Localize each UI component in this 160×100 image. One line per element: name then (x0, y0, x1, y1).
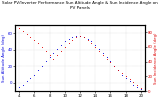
Point (109, 60, 112, 62)
Point (56, 48, 58, 50)
Point (102, 52, 104, 54)
Point (90, 42, 93, 44)
Text: Solar PV/Inverter Performance Sun Altitude Angle & Sun Incidence Angle on PV Pan: Solar PV/Inverter Performance Sun Altitu… (2, 1, 158, 10)
Point (132, 82, 135, 83)
Point (22, 84, 24, 85)
Point (33, 74, 36, 75)
Point (98, 50, 100, 52)
Point (44, 50, 47, 52)
Point (121, 74, 123, 75)
Point (94, 46, 96, 48)
Point (94, 44, 96, 46)
Point (79, 35, 81, 37)
Point (102, 54, 104, 56)
Point (29, 36, 32, 37)
Point (113, 65, 116, 67)
Point (52, 58, 55, 60)
Point (18, 86, 20, 88)
Point (105, 56, 108, 58)
Point (67, 42, 70, 44)
Point (75, 36, 77, 37)
Point (41, 65, 43, 67)
Point (29, 77, 32, 79)
Point (121, 73, 123, 74)
Point (109, 62, 112, 63)
Point (37, 70, 39, 71)
Point (132, 84, 135, 85)
Point (64, 41, 66, 42)
Point (22, 30, 24, 32)
Point (136, 84, 138, 86)
Point (140, 89, 142, 90)
Y-axis label: Sun Altitude Angle (deg): Sun Altitude Angle (deg) (2, 34, 6, 82)
Point (71, 36, 74, 38)
Point (128, 78, 131, 80)
Point (124, 76, 127, 77)
Point (83, 36, 85, 37)
Point (105, 58, 108, 60)
Point (117, 70, 119, 71)
Point (56, 54, 58, 56)
Point (60, 44, 62, 46)
Point (52, 52, 55, 54)
Point (98, 48, 100, 50)
Point (48, 54, 51, 56)
Point (86, 39, 89, 40)
Point (60, 50, 62, 52)
Point (25, 80, 28, 82)
Point (37, 42, 39, 44)
Point (128, 80, 131, 82)
Point (67, 38, 70, 40)
Point (48, 56, 51, 58)
Point (86, 38, 89, 40)
Point (79, 36, 81, 37)
Point (90, 41, 93, 42)
Point (75, 36, 77, 37)
Point (41, 46, 43, 48)
Point (113, 65, 116, 67)
Point (64, 46, 66, 48)
Y-axis label: Sun Incidence Angle (deg): Sun Incidence Angle (deg) (154, 32, 158, 84)
Point (18, 28, 20, 29)
Point (71, 39, 74, 40)
Point (117, 69, 119, 71)
Point (83, 36, 85, 38)
Point (124, 77, 127, 79)
Point (136, 86, 138, 88)
Point (140, 87, 142, 89)
Point (44, 60, 47, 62)
Point (33, 39, 36, 40)
Point (25, 33, 28, 34)
